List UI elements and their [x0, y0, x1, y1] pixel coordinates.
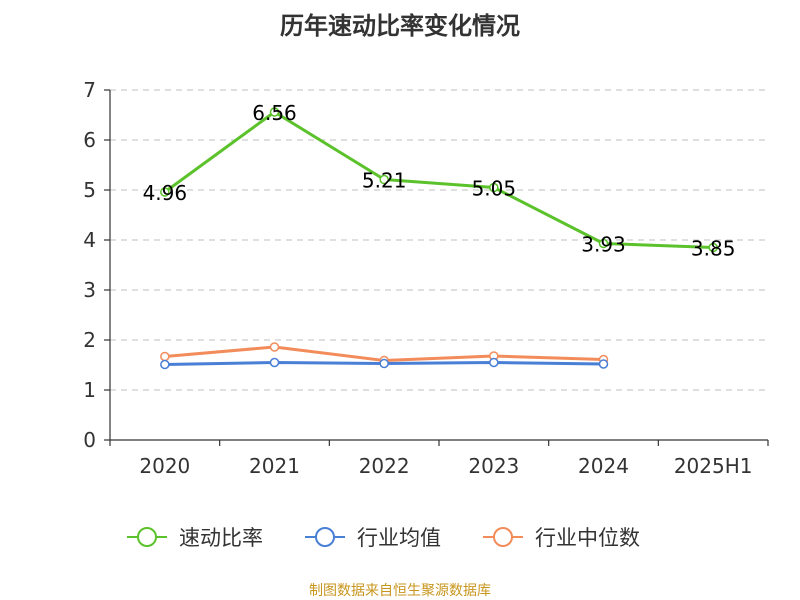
legend-item[interactable]: 行业均值	[305, 526, 441, 550]
x-tick-label: 2022	[359, 454, 410, 478]
legend-label: 行业中位数	[535, 526, 640, 550]
data-point[interactable]	[160, 359, 170, 370]
y-tick-label: 6	[83, 128, 96, 152]
x-tick-label: 2024	[578, 454, 629, 478]
series-line	[163, 110, 714, 249]
data-label: 3.93	[581, 233, 626, 257]
y-tick-label: 0	[83, 428, 96, 452]
data-point[interactable]	[160, 187, 170, 197]
data-point[interactable]	[489, 357, 499, 368]
data-label: 6.56	[252, 101, 297, 125]
y-tick-label: 4	[83, 228, 96, 252]
data-point[interactable]	[160, 351, 170, 362]
chart-title: 历年速动比率变化情况	[280, 12, 520, 40]
y-tick-label: 2	[83, 328, 96, 352]
data-labels: 4.96 6.56 5.21 5.05 3.93 3.85	[143, 101, 736, 261]
source-note: 制图数据来自恒生聚源数据库	[309, 583, 491, 599]
data-point[interactable]	[598, 238, 609, 249]
data-point[interactable]	[269, 107, 280, 117]
data-point[interactable]	[269, 342, 280, 352]
data-point[interactable]	[489, 182, 499, 193]
legend-marker-icon	[493, 527, 513, 547]
y-tick-label: 7	[83, 78, 96, 102]
legend-item[interactable]: 速动比率	[127, 526, 263, 550]
legend-marker-icon	[315, 527, 335, 547]
data-label: 5.05	[472, 177, 517, 201]
data-point[interactable]	[379, 174, 389, 185]
data-point[interactable]	[379, 358, 389, 369]
data-label: 3.85	[691, 237, 736, 261]
data-point[interactable]	[269, 357, 280, 368]
legend-marker-icon	[137, 527, 157, 547]
x-tick-label: 2020	[139, 454, 190, 478]
legend-item[interactable]: 行业中位数	[483, 526, 640, 550]
data-point[interactable]	[598, 359, 609, 369]
axes: 0 1 2 3 4 5 6 7 2020 2021 2022 2023 2024 2025H1	[83, 78, 769, 478]
x-tick-label: 2021	[249, 454, 300, 478]
series-layer	[160, 107, 718, 370]
grid-layer	[110, 89, 768, 391]
legend-label: 速动比率	[179, 526, 263, 550]
legend-label: 行业均值	[357, 526, 441, 550]
y-tick-label: 5	[83, 178, 96, 202]
legend[interactable]: 速动比率 行业均值 行业中位数	[127, 526, 640, 550]
data-label: 5.21	[362, 169, 407, 193]
y-tick-label: 3	[83, 278, 96, 302]
x-tick-label: 2025H1	[674, 454, 753, 478]
x-tick-label: 2023	[468, 454, 519, 478]
data-label: 4.96	[143, 181, 188, 205]
data-point[interactable]	[708, 242, 718, 253]
y-tick-label: 1	[83, 378, 96, 402]
